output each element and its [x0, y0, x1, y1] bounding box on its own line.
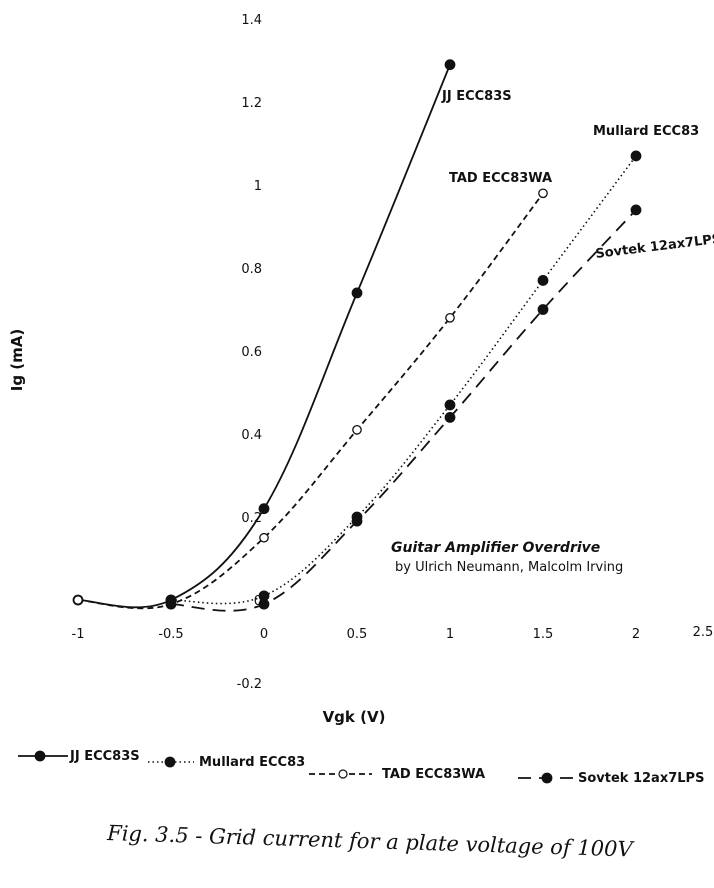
data-point: [444, 411, 456, 423]
data-point: [352, 424, 362, 435]
data-point: [258, 598, 270, 610]
legend-label: JJ ECC83S: [69, 749, 140, 764]
series-layer: [72, 59, 642, 612]
data-point: [630, 204, 642, 216]
data-point: [630, 150, 642, 162]
legend-marker: [164, 756, 176, 768]
y-axis-title: Ig (mA): [8, 329, 26, 392]
y-tick-label: 1.4: [241, 13, 262, 28]
y-tick-label: -0.2: [237, 677, 262, 692]
legend-label: TAD ECC83WA: [382, 767, 485, 782]
x-axis-title: Vgk (V): [323, 708, 386, 726]
series-label: Sovtek 12ax7LPS: [595, 232, 714, 262]
y-axis-ticks: 1.4 1.2 1 0.8 0.6 0.4 0.2 0 -0.2: [237, 13, 262, 692]
data-point: [444, 399, 456, 411]
data-point: [73, 595, 83, 605]
x-axis-ticks: -1.5-1-0.500.511.522.5: [72, 625, 714, 642]
x-tick-label: -1: [72, 627, 85, 642]
x-tick-label: -0.5: [158, 627, 183, 642]
series-line: [170, 155, 637, 605]
legend-marker: [338, 769, 348, 779]
series-label: JJ ECC83S: [441, 89, 512, 104]
y-tick-label: 0.2: [241, 511, 262, 526]
legend-marker: [34, 750, 46, 762]
x-tick-label: 1.5: [533, 627, 554, 642]
series-label: Mullard ECC83: [593, 124, 699, 139]
y-tick-label: 0: [254, 594, 262, 609]
legend-label: Sovtek 12ax7LPS: [578, 771, 704, 786]
x-tick-label: 0: [260, 627, 268, 642]
data-point: [351, 515, 363, 527]
legend-label: Mullard ECC83: [199, 755, 305, 770]
data-point: [444, 59, 456, 71]
credit-byline: by Ulrich Neumann, Malcolm Irving: [395, 560, 623, 575]
data-point: [537, 275, 549, 286]
y-tick-label: 0.6: [241, 345, 262, 360]
data-point: [259, 532, 269, 543]
y-tick-label: 0.4: [241, 428, 262, 443]
data-point: [537, 304, 549, 315]
x-tick-label: 2.5: [693, 625, 714, 640]
data-point: [538, 188, 548, 199]
data-point: [165, 598, 177, 610]
x-tick-label: 0.5: [347, 627, 368, 642]
legend: JJ ECC83S Mullard ECC83 TAD ECC83WA Sovtek …: [18, 749, 704, 786]
legend-marker: [541, 772, 553, 784]
figure-caption: Fig. 3.5 - Grid current for a plate volt…: [106, 821, 635, 862]
series-line: [77, 64, 451, 609]
data-point: [258, 503, 270, 515]
x-tick-label: 1: [446, 627, 454, 642]
series-label: TAD ECC83WA: [449, 171, 552, 186]
y-tick-label: 1: [254, 179, 262, 194]
data-point: [351, 287, 363, 299]
credit-title: Guitar Amplifier Overdrive: [391, 540, 600, 556]
data-point: [445, 312, 455, 323]
y-tick-label: 1.2: [241, 96, 262, 111]
series-labels: JJ ECC83S Mullard ECC83 TAD ECC83WA Sovtek …: [441, 89, 714, 262]
x-tick-label: 2: [632, 627, 640, 642]
y-tick-label: 0.8: [241, 262, 262, 277]
